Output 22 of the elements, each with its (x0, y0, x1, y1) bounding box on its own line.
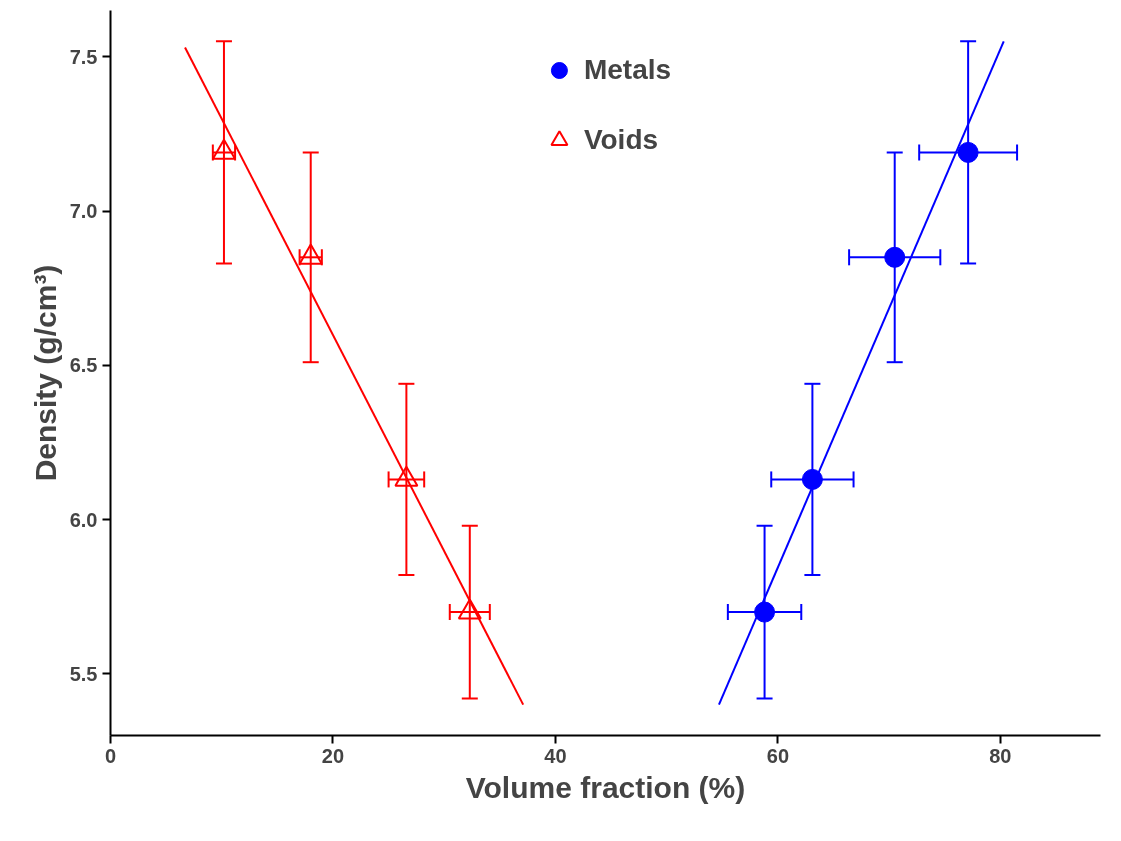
point (298, 243, 323, 265)
y-axis-title: Density (g/cm³) (28, 264, 62, 482)
legend-label: Voids (583, 124, 659, 156)
x-axis-title: Volume fraction (%) (465, 770, 746, 804)
y-tick-label: 7.5 (69, 45, 98, 68)
point (211, 138, 236, 160)
y-tick-label: 6.5 (69, 354, 98, 377)
x-tick-label: 60 (766, 744, 790, 767)
x-tick-label: 0 (104, 744, 117, 767)
point (957, 141, 979, 163)
x-tick-label: 40 (544, 744, 567, 767)
y-tick-label: 7.0 (69, 200, 98, 223)
point (457, 598, 482, 620)
y-tick-label: 6.0 (69, 508, 98, 531)
x-tick-label: 20 (321, 744, 345, 767)
legend-label: Metals (583, 54, 672, 86)
point (754, 601, 776, 623)
point (801, 468, 823, 490)
point (394, 465, 419, 487)
y-tick-label: 5.5 (69, 662, 98, 685)
x-tick-label: 80 (989, 744, 1012, 767)
point (884, 246, 906, 268)
